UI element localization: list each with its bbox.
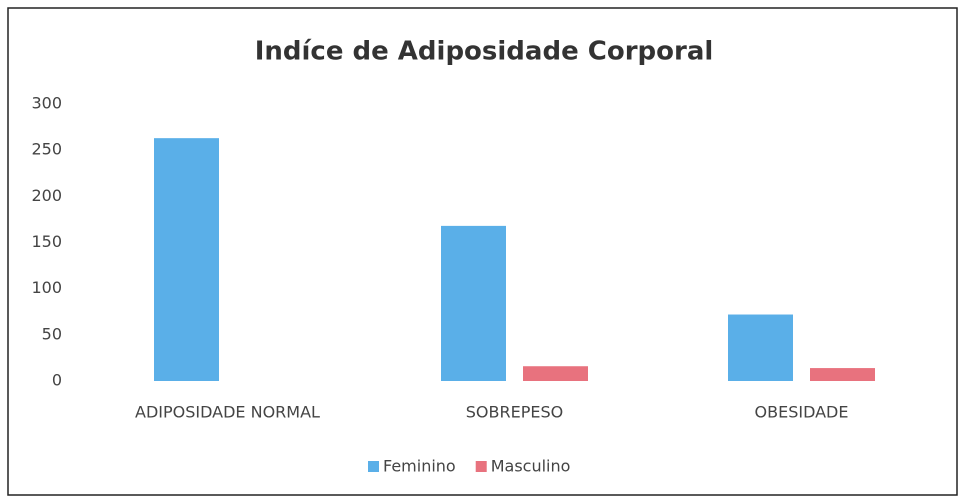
legend-swatch [475,461,487,472]
bar [154,138,219,381]
y-tick-label: 0 [52,371,62,390]
bar [441,225,506,381]
legend-label: Masculino [491,457,571,476]
chart-title: Indíce de Adiposidade Corporal [255,37,714,67]
x-tick-label: SOBREPESO [466,403,563,422]
bar [523,366,588,381]
legend-label: Feminino [383,457,456,476]
legend-swatch [368,461,379,472]
bar [810,368,875,381]
y-tick-label: 300 [31,94,62,113]
bar [728,314,793,381]
x-tick-label: ADIPOSIDADE NORMAL [135,403,320,422]
y-tick-label: 100 [31,278,62,297]
y-tick-label: 150 [31,232,62,251]
y-tick-label: 50 [42,324,62,343]
x-tick-label: OBESIDADE [755,403,849,422]
y-tick-label: 200 [31,186,62,205]
y-tick-label: 250 [31,140,62,159]
